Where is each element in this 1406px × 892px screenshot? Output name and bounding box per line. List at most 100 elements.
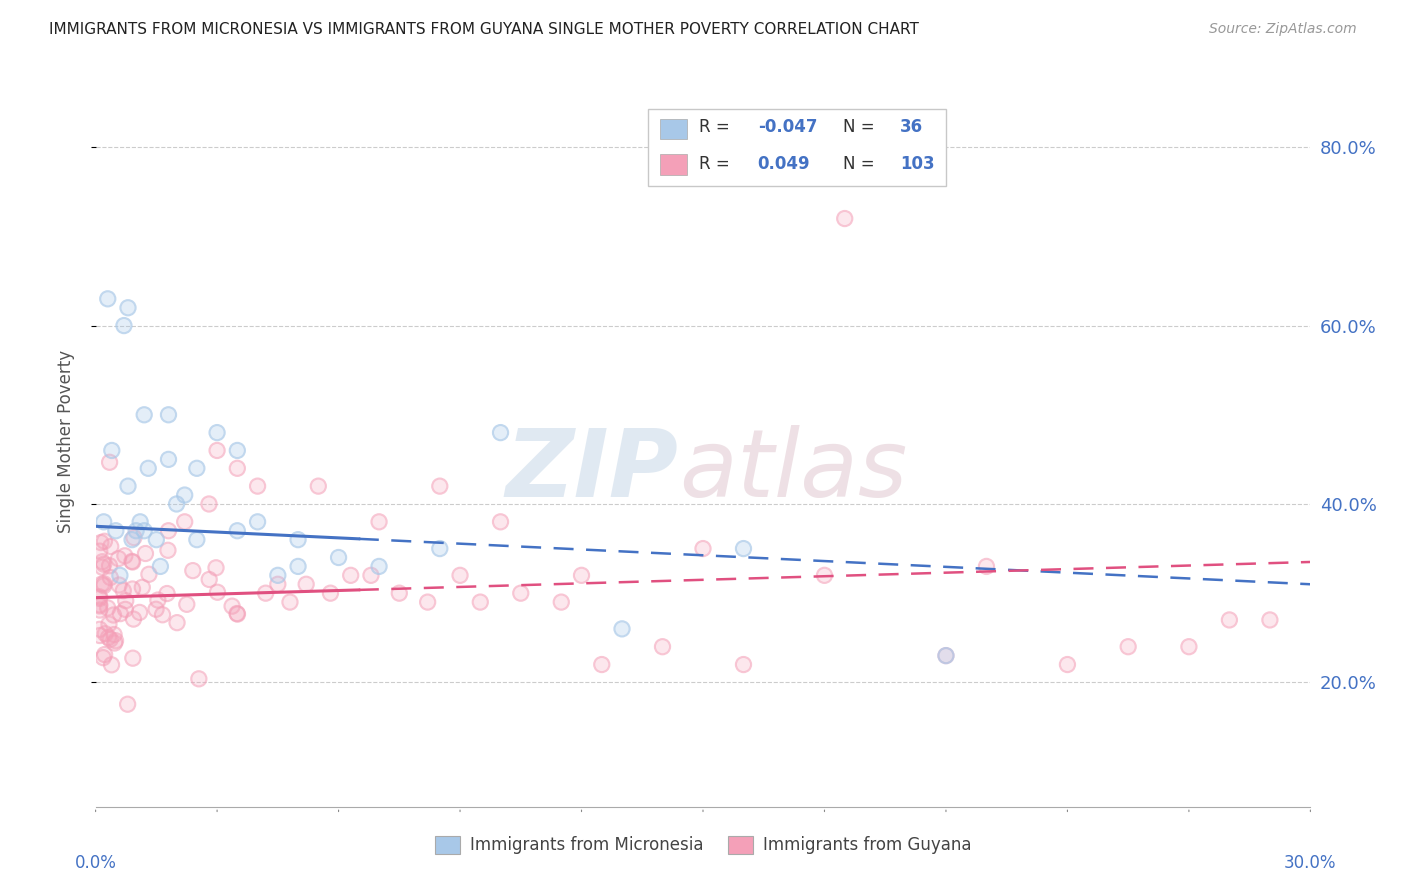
Point <box>156 543 179 558</box>
Point <box>90 577 112 591</box>
Point <box>173 488 195 502</box>
Text: N =: N = <box>842 118 875 136</box>
Point <box>97 292 120 306</box>
Text: IMMIGRANTS FROM MICRONESIA VS IMMIGRANTS FROM GUYANA SINGLE MOTHER POVERTY CORRE: IMMIGRANTS FROM MICRONESIA VS IMMIGRANTS… <box>49 22 920 37</box>
Point <box>1056 657 1078 672</box>
Point <box>226 607 249 621</box>
Point <box>181 564 204 578</box>
Point <box>98 455 121 469</box>
Point <box>121 651 143 665</box>
Point <box>207 585 229 599</box>
Point <box>89 628 111 642</box>
Point <box>368 559 391 574</box>
Point <box>108 568 131 582</box>
Point <box>489 425 512 440</box>
Point <box>651 640 673 654</box>
Text: R =: R = <box>699 154 730 172</box>
Point <box>89 623 111 637</box>
Point <box>112 583 135 598</box>
Point <box>114 602 136 616</box>
Point <box>114 593 136 607</box>
Text: 0.0%: 0.0% <box>75 854 117 871</box>
Point <box>97 617 120 632</box>
Point <box>98 632 121 647</box>
Point <box>121 533 143 547</box>
Point <box>117 479 139 493</box>
Point <box>733 541 755 556</box>
Point <box>733 657 755 672</box>
Point <box>134 547 156 561</box>
Point <box>1116 640 1139 654</box>
Point <box>198 573 221 587</box>
Point <box>254 586 277 600</box>
FancyBboxPatch shape <box>661 154 688 175</box>
Point <box>198 497 221 511</box>
Point <box>108 578 131 592</box>
Point <box>122 612 145 626</box>
Point <box>1116 640 1139 654</box>
Point <box>134 408 156 422</box>
Point <box>97 631 120 645</box>
Point <box>368 515 391 529</box>
Text: -0.047: -0.047 <box>758 118 817 136</box>
Point <box>121 533 143 547</box>
Point <box>104 633 127 648</box>
Point <box>976 559 998 574</box>
Point <box>89 544 111 558</box>
Point <box>104 636 127 650</box>
Point <box>226 461 249 475</box>
Point <box>319 586 342 600</box>
Point <box>186 533 208 547</box>
Point <box>100 657 122 672</box>
Point <box>89 591 111 606</box>
Point <box>101 443 124 458</box>
Point <box>89 590 111 604</box>
Point <box>93 648 115 662</box>
Point <box>246 515 269 529</box>
Point <box>149 559 172 574</box>
Text: R =: R = <box>699 118 730 136</box>
Point <box>489 425 512 440</box>
Point <box>98 570 121 584</box>
Point <box>186 461 208 475</box>
Point <box>149 559 172 574</box>
Point <box>591 657 613 672</box>
Point <box>307 479 329 493</box>
Point <box>307 479 329 493</box>
Point <box>93 576 115 591</box>
Point <box>145 533 167 547</box>
Point <box>117 301 139 315</box>
Point <box>94 626 117 640</box>
Point <box>97 292 120 306</box>
Point <box>205 443 228 458</box>
Point <box>591 657 613 672</box>
Text: Source: ZipAtlas.com: Source: ZipAtlas.com <box>1209 22 1357 37</box>
Point <box>550 595 572 609</box>
Point <box>131 580 153 594</box>
Point <box>1218 613 1240 627</box>
Point <box>429 541 451 556</box>
Point <box>935 648 957 663</box>
Point <box>429 479 451 493</box>
Text: atlas: atlas <box>679 425 907 516</box>
Point <box>98 558 121 573</box>
Point <box>205 561 228 575</box>
Point <box>112 318 135 333</box>
Point <box>104 633 127 648</box>
Point <box>93 515 115 529</box>
Point <box>121 582 143 596</box>
Point <box>429 541 451 556</box>
Point <box>91 650 114 665</box>
Y-axis label: Single Mother Poverty: Single Mother Poverty <box>56 350 75 533</box>
Point <box>89 599 111 613</box>
Point <box>176 597 198 611</box>
Point <box>122 612 145 626</box>
Point <box>935 648 957 663</box>
Point <box>114 549 136 563</box>
Point <box>114 593 136 607</box>
Point <box>339 568 361 582</box>
Point <box>122 531 145 545</box>
Point <box>1178 640 1201 654</box>
FancyBboxPatch shape <box>661 119 688 139</box>
Point <box>89 603 111 617</box>
